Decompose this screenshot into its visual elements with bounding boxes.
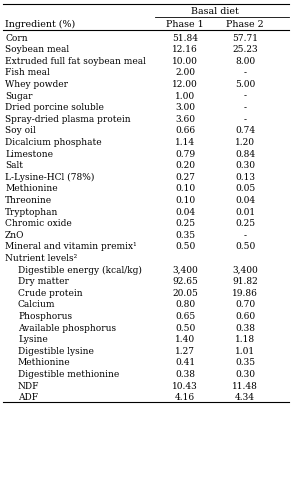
Text: 57.71: 57.71	[232, 33, 258, 43]
Text: ZnO: ZnO	[5, 231, 24, 240]
Text: 2.00: 2.00	[175, 68, 195, 77]
Text: 0.50: 0.50	[235, 242, 255, 251]
Text: 0.13: 0.13	[235, 173, 255, 182]
Text: Dried porcine soluble: Dried porcine soluble	[5, 103, 104, 112]
Text: Available phosphorus: Available phosphorus	[18, 324, 116, 332]
Text: Chromic oxide: Chromic oxide	[5, 219, 72, 228]
Text: 0.41: 0.41	[175, 358, 195, 367]
Text: 10.00: 10.00	[172, 56, 198, 66]
Text: 0.50: 0.50	[175, 242, 195, 251]
Text: 0.79: 0.79	[175, 149, 195, 159]
Text: 0.66: 0.66	[175, 126, 195, 136]
Text: Salt: Salt	[5, 161, 23, 170]
Text: 0.30: 0.30	[235, 370, 255, 379]
Text: 11.48: 11.48	[232, 382, 258, 390]
Text: 19.86: 19.86	[232, 289, 258, 298]
Text: 0.10: 0.10	[175, 196, 195, 205]
Text: 25.23: 25.23	[232, 45, 258, 54]
Text: 0.10: 0.10	[175, 184, 195, 193]
Text: 0.70: 0.70	[235, 300, 255, 309]
Text: 0.05: 0.05	[235, 184, 255, 193]
Text: ADF: ADF	[18, 393, 38, 402]
Text: 51.84: 51.84	[172, 33, 198, 43]
Text: 91.82: 91.82	[232, 277, 258, 286]
Text: 1.18: 1.18	[235, 335, 255, 344]
Text: 5.00: 5.00	[235, 80, 255, 89]
Text: 20.05: 20.05	[172, 289, 198, 298]
Text: 1.00: 1.00	[175, 91, 195, 101]
Text: 4.16: 4.16	[175, 393, 195, 402]
Text: Whey powder: Whey powder	[5, 80, 68, 89]
Text: 3.00: 3.00	[175, 103, 195, 112]
Text: 0.50: 0.50	[175, 324, 195, 332]
Text: 92.65: 92.65	[172, 277, 198, 286]
Text: 12.16: 12.16	[172, 45, 198, 54]
Text: 0.38: 0.38	[175, 370, 195, 379]
Text: -: -	[243, 91, 247, 101]
Text: 0.35: 0.35	[175, 231, 195, 240]
Text: 3,400: 3,400	[172, 266, 198, 274]
Text: L-Lysine-HCl (78%): L-Lysine-HCl (78%)	[5, 173, 94, 182]
Text: Spray-dried plasma protein: Spray-dried plasma protein	[5, 115, 131, 124]
Text: Dicalcium phosphate: Dicalcium phosphate	[5, 138, 101, 147]
Text: 0.30: 0.30	[235, 161, 255, 170]
Text: Dry matter: Dry matter	[18, 277, 69, 286]
Text: Lysine: Lysine	[18, 335, 48, 344]
Text: Corn: Corn	[5, 33, 28, 43]
Text: Phase 2: Phase 2	[226, 20, 264, 29]
Text: 3,400: 3,400	[232, 266, 258, 274]
Text: 1.27: 1.27	[175, 347, 195, 355]
Text: Calcium: Calcium	[18, 300, 55, 309]
Text: Digestible energy (kcal/kg): Digestible energy (kcal/kg)	[18, 266, 142, 274]
Text: 8.00: 8.00	[235, 56, 255, 66]
Text: 0.84: 0.84	[235, 149, 255, 159]
Text: -: -	[243, 103, 247, 112]
Text: Methionine: Methionine	[18, 358, 71, 367]
Text: 1.20: 1.20	[235, 138, 255, 147]
Text: Digestible lysine: Digestible lysine	[18, 347, 94, 355]
Text: 0.20: 0.20	[175, 161, 195, 170]
Text: Extruded full fat soybean meal: Extruded full fat soybean meal	[5, 56, 146, 66]
Text: 1.14: 1.14	[175, 138, 195, 147]
Text: Threonine: Threonine	[5, 196, 52, 205]
Text: 0.04: 0.04	[235, 196, 255, 205]
Text: 0.27: 0.27	[175, 173, 195, 182]
Text: -: -	[243, 115, 247, 124]
Text: Sugar: Sugar	[5, 91, 32, 101]
Text: NDF: NDF	[18, 382, 40, 390]
Text: Soy oil: Soy oil	[5, 126, 36, 136]
Text: Phosphorus: Phosphorus	[18, 312, 72, 321]
Text: 1.01: 1.01	[235, 347, 255, 355]
Text: 0.80: 0.80	[175, 300, 195, 309]
Text: 0.65: 0.65	[175, 312, 195, 321]
Text: Ingredient (%): Ingredient (%)	[5, 20, 75, 29]
Text: 0.25: 0.25	[175, 219, 195, 228]
Text: Nutrient levels²: Nutrient levels²	[5, 254, 77, 263]
Text: Soybean meal: Soybean meal	[5, 45, 69, 54]
Text: 1.40: 1.40	[175, 335, 195, 344]
Text: 0.25: 0.25	[235, 219, 255, 228]
Text: Tryptophan: Tryptophan	[5, 208, 58, 217]
Text: Crude protein: Crude protein	[18, 289, 83, 298]
Text: Mineral and vitamin premix¹: Mineral and vitamin premix¹	[5, 242, 137, 251]
Text: -: -	[243, 231, 247, 240]
Text: 10.43: 10.43	[172, 382, 198, 390]
Text: Digestible methionine: Digestible methionine	[18, 370, 119, 379]
Text: Limestone: Limestone	[5, 149, 53, 159]
Text: 4.34: 4.34	[235, 393, 255, 402]
Text: 0.04: 0.04	[175, 208, 195, 217]
Text: Fish meal: Fish meal	[5, 68, 50, 77]
Text: Basal diet: Basal diet	[191, 7, 239, 16]
Text: 3.60: 3.60	[175, 115, 195, 124]
Text: Methionine: Methionine	[5, 184, 58, 193]
Text: Phase 1: Phase 1	[166, 20, 204, 29]
Text: -: -	[243, 68, 247, 77]
Text: 0.35: 0.35	[235, 358, 255, 367]
Text: 0.38: 0.38	[235, 324, 255, 332]
Text: 12.00: 12.00	[172, 80, 198, 89]
Text: 0.60: 0.60	[235, 312, 255, 321]
Text: 0.74: 0.74	[235, 126, 255, 136]
Text: 0.01: 0.01	[235, 208, 255, 217]
